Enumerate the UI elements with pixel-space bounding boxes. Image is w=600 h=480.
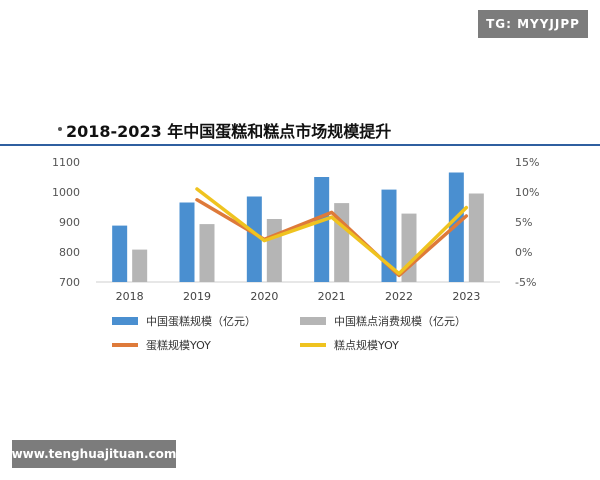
chart-title: 2018-2023 年中国蛋糕和糕点市场规模提升 xyxy=(66,122,392,141)
site-watermark-badge: www.tenghuajituan.com xyxy=(12,440,176,468)
left-tick-label: 1100 xyxy=(52,156,80,169)
tg-watermark-badge: TG: MYYJJPP xyxy=(478,10,588,38)
right-axis-ticks: 15% 10% 5% 0% -5% xyxy=(515,156,539,289)
bar-cake xyxy=(381,189,397,282)
bar-cake xyxy=(179,202,195,282)
bar-cake xyxy=(246,196,262,282)
right-tick-label: 0% xyxy=(515,246,532,259)
left-tick-label: 900 xyxy=(59,216,80,229)
bar-cake xyxy=(314,177,330,282)
right-tick-label: -5% xyxy=(515,276,536,289)
x-axis-ticks: 2018 2019 2020 2021 2022 2023 xyxy=(116,290,481,303)
line-cake-yoy xyxy=(195,198,469,278)
left-tick-label: 800 xyxy=(59,246,80,259)
legend-pastry-scale-label: 中国糕点消费规模（亿元） xyxy=(334,314,466,328)
left-tick-label: 700 xyxy=(59,276,80,289)
x-tick-label: 2018 xyxy=(116,290,144,303)
title-bullet-dot xyxy=(58,127,62,131)
bar-cake xyxy=(112,225,128,282)
left-axis-ticks: 1100 1000 900 800 700 xyxy=(52,156,80,289)
x-tick-label: 2023 xyxy=(452,290,480,303)
legend-pastry-scale-swatch xyxy=(300,317,326,325)
bar-series xyxy=(112,172,484,282)
bar-pastry xyxy=(468,193,484,282)
left-tick-label: 1000 xyxy=(52,186,80,199)
legend-pastry-yoy-label: 糕点规模YOY xyxy=(334,338,399,352)
line-pastry-yoy xyxy=(195,187,469,276)
x-tick-label: 2019 xyxy=(183,290,211,303)
bar-pastry xyxy=(132,249,148,282)
legend-cake-scale-label: 中国蛋糕规模（亿元） xyxy=(146,314,256,328)
right-tick-label: 5% xyxy=(515,216,532,229)
chart-legend: 中国蛋糕规模（亿元） 中国糕点消费规模（亿元） 蛋糕规模YOY 糕点规模YOY xyxy=(112,314,466,352)
bar-pastry xyxy=(266,219,282,282)
line-series xyxy=(195,187,469,278)
bar-cake xyxy=(448,172,464,282)
title-rule xyxy=(0,144,600,146)
right-tick-label: 15% xyxy=(515,156,539,169)
legend-cake-scale-swatch xyxy=(112,317,138,325)
right-tick-label: 10% xyxy=(515,186,539,199)
bar-pastry xyxy=(199,224,215,282)
x-tick-label: 2022 xyxy=(385,290,413,303)
x-tick-label: 2020 xyxy=(250,290,278,303)
x-tick-label: 2021 xyxy=(318,290,346,303)
legend-cake-yoy-label: 蛋糕规模YOY xyxy=(146,338,211,352)
